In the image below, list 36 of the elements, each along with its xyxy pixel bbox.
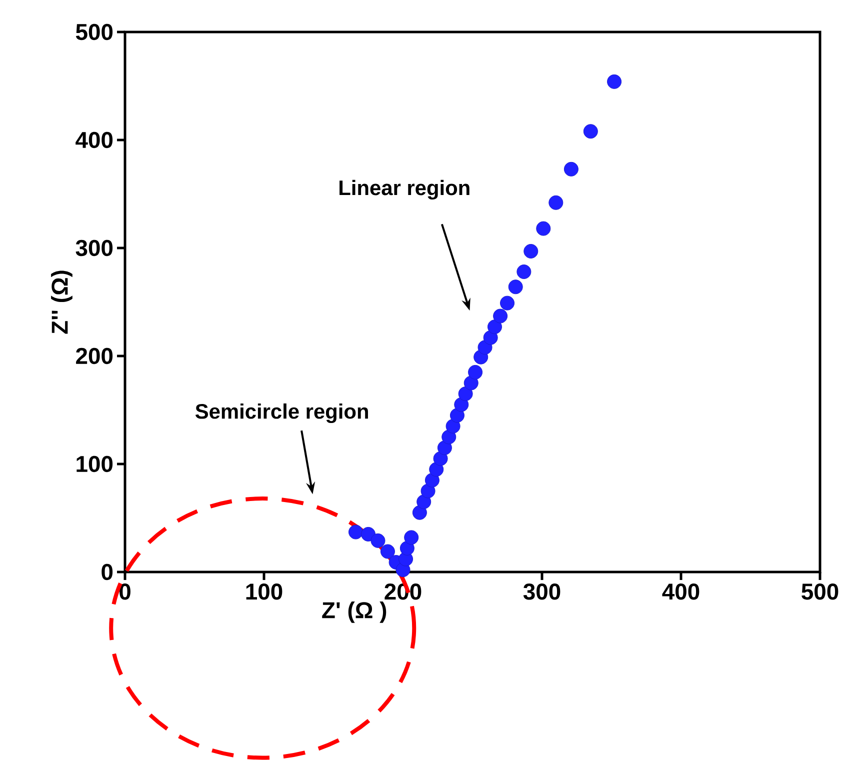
point (380, 544, 395, 559)
y-tick-label: 0 (102, 564, 113, 580)
y-axis-title: Z'' (Ω) (51, 270, 72, 334)
point (404, 530, 419, 545)
point (487, 320, 502, 334)
y-tick-label: 200 (76, 348, 113, 364)
point (564, 162, 578, 176)
point (516, 264, 532, 280)
x-tick-label: 500 (802, 584, 838, 600)
point (468, 364, 483, 380)
point (348, 524, 363, 540)
point (458, 386, 473, 402)
annotation: Linear region (340, 180, 470, 200)
point (500, 296, 515, 310)
point (370, 533, 386, 548)
point (416, 494, 432, 510)
x-tick-label: 300 (523, 584, 560, 600)
point (450, 408, 464, 423)
x-axis-title: Z' (Ω ) (322, 602, 386, 623)
point (536, 221, 551, 236)
point (548, 195, 564, 210)
x-tick-label: 400 (662, 584, 700, 600)
point (508, 280, 523, 294)
x-tick-label: 0 (120, 584, 130, 600)
point (583, 124, 598, 139)
point (493, 308, 508, 324)
y-tick-label: 400 (76, 132, 113, 148)
point (429, 462, 444, 477)
y-tick-label: 500 (76, 24, 113, 40)
annotation: Semicircle region (195, 403, 368, 424)
point (524, 244, 538, 258)
point (607, 74, 622, 89)
point (437, 440, 452, 456)
y-tick-label: 100 (76, 456, 113, 472)
y-tick-label: 300 (76, 240, 113, 256)
x-tick-label: 100 (246, 584, 282, 600)
